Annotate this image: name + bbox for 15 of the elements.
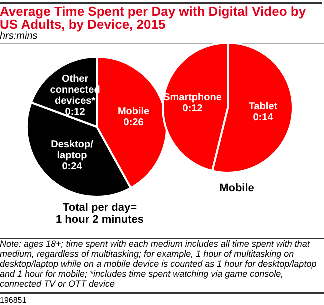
text: Mobile [220, 182, 254, 194]
data-label: 0:24 [62, 161, 83, 172]
chart-subtitle: hrs:mins [0, 31, 324, 44]
data-label: 0:26 [124, 117, 144, 128]
text: Total per day= 1 hour 2 minutes [54, 202, 146, 226]
data-label: 0:14 [253, 112, 274, 124]
text: 196851 [0, 292, 324, 305]
data-label: 0:12 [65, 106, 86, 118]
chart-title: Average Time Spent per Day with Digital Video by US Adults, by Device, 2015 [0, 2, 322, 32]
slice-label: Desktop/ laptop [51, 139, 94, 162]
slice-label: Mobile [118, 106, 150, 118]
data-label: 0:12 [182, 104, 204, 115]
text: Note: ages 18+; time spent with each medium includes all time spent with that medium, regardless of multitasking; for example, 1 hour of multitasking on desktop/laptop while on a mobile device is counted as 1 hour for desktop/laptop and 1 hour for mobile; *includes time spent watching via game console, connected TV or OTT device [0, 238, 324, 289]
slice-label: Smartphone [164, 92, 222, 104]
slice-label: Tablet [248, 101, 278, 112]
